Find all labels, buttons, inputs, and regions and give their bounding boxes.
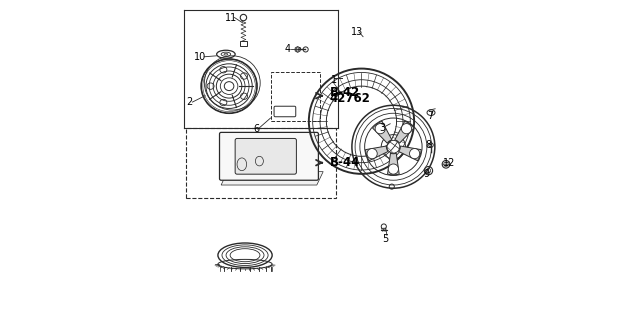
Ellipse shape: [220, 99, 227, 106]
FancyBboxPatch shape: [239, 41, 247, 46]
FancyBboxPatch shape: [220, 132, 319, 180]
Text: 11: 11: [225, 12, 237, 23]
Text: B-42: B-42: [330, 86, 360, 99]
Polygon shape: [399, 146, 421, 161]
Text: 4: 4: [285, 44, 291, 55]
Circle shape: [401, 123, 412, 134]
Circle shape: [367, 149, 377, 159]
Polygon shape: [365, 146, 388, 161]
Text: 3: 3: [379, 122, 385, 133]
Text: 13: 13: [351, 27, 363, 37]
Polygon shape: [395, 121, 414, 143]
FancyBboxPatch shape: [274, 106, 296, 117]
Text: 9: 9: [424, 169, 430, 179]
Ellipse shape: [241, 93, 248, 100]
Bar: [186, 128, 336, 198]
Text: B-44: B-44: [330, 156, 360, 169]
Ellipse shape: [220, 67, 227, 73]
Text: 7: 7: [427, 111, 433, 122]
Polygon shape: [388, 153, 399, 175]
FancyBboxPatch shape: [235, 138, 296, 174]
Text: 2: 2: [186, 97, 193, 107]
Ellipse shape: [241, 73, 248, 79]
Text: 42762: 42762: [330, 92, 371, 105]
Circle shape: [375, 123, 385, 134]
Text: 5: 5: [382, 234, 388, 244]
Bar: [271, 72, 320, 121]
Circle shape: [410, 149, 420, 159]
Polygon shape: [221, 172, 323, 185]
Text: 10: 10: [195, 52, 207, 63]
Text: 8: 8: [426, 140, 431, 150]
Text: 12: 12: [443, 158, 456, 168]
Ellipse shape: [207, 83, 214, 89]
Text: 1: 1: [332, 75, 337, 85]
Circle shape: [388, 164, 399, 174]
Polygon shape: [372, 121, 392, 143]
Text: 6: 6: [253, 124, 259, 134]
